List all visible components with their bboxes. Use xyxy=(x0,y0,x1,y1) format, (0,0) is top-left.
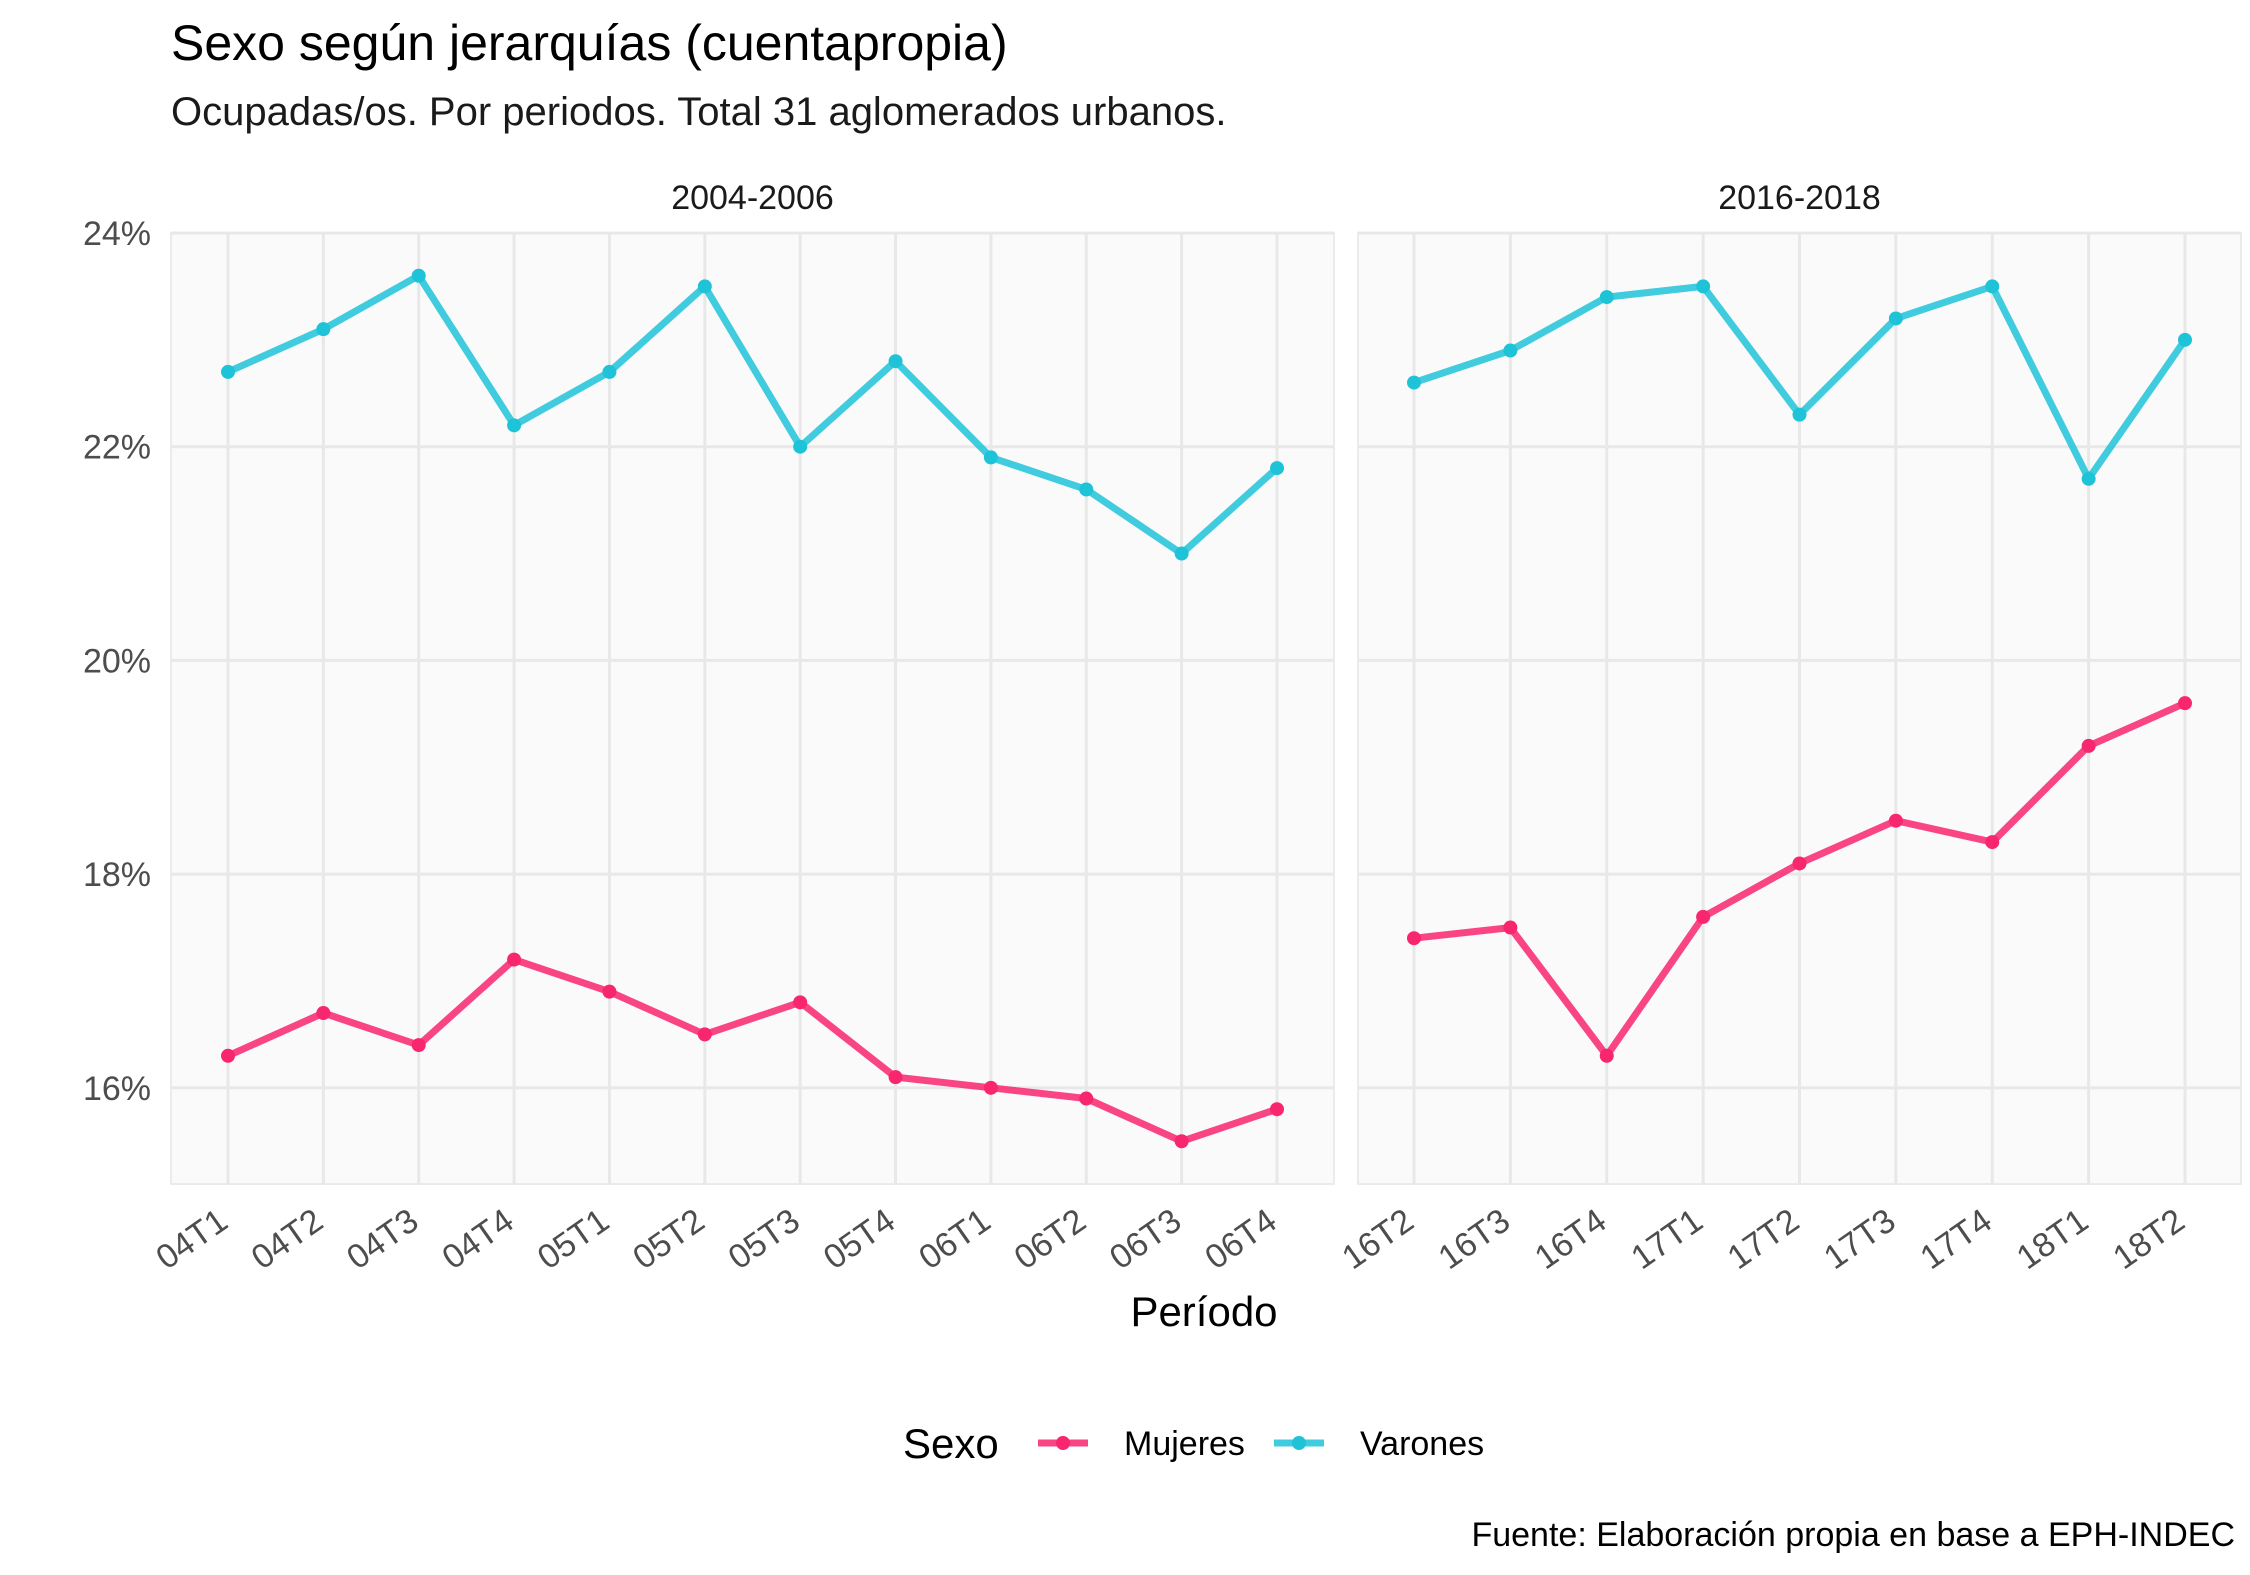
data-point-mujeres xyxy=(1270,1102,1284,1117)
data-point-varones xyxy=(697,279,712,294)
data-point-varones xyxy=(1888,311,1903,326)
data-point-mujeres xyxy=(1696,909,1711,924)
data-point-mujeres xyxy=(1792,856,1807,871)
x-tick-label: 18T2 xyxy=(2106,1201,2191,1277)
panel-2004-2006: 2004-2006 16% 18% 20% 22% 24% 04T1 04T2 04T3 04T4… xyxy=(83,179,1335,1277)
data-point-varones xyxy=(1503,343,1518,358)
data-point-mujeres xyxy=(1985,835,2000,850)
chart-title: Sexo según jerarquías (cuentapropia) xyxy=(171,15,1008,71)
x-tick-label: 04T2 xyxy=(245,1201,330,1277)
y-tick-label: 18% xyxy=(83,856,151,894)
x-tick-label: 16T4 xyxy=(1528,1201,1613,1277)
data-point-mujeres xyxy=(1888,813,1903,828)
data-point-varones xyxy=(1792,407,1807,422)
legend-key-point-mujeres xyxy=(1056,1436,1070,1450)
data-point-varones xyxy=(221,364,235,379)
data-point-mujeres xyxy=(1503,920,1518,935)
data-point-varones xyxy=(888,354,903,369)
data-point-mujeres xyxy=(983,1080,998,1095)
data-point-varones xyxy=(507,418,522,433)
x-tick-label: 05T3 xyxy=(721,1201,806,1277)
data-point-varones xyxy=(316,322,331,337)
legend: Sexo Mujeres Varones xyxy=(903,1420,1484,1467)
y-tick-label: 22% xyxy=(83,429,151,467)
data-point-mujeres xyxy=(316,1006,331,1021)
x-tick-label: 06T1 xyxy=(912,1201,997,1277)
panel-background xyxy=(170,232,1335,1185)
data-point-mujeres xyxy=(2178,696,2192,711)
legend-label-mujeres: Mujeres xyxy=(1124,1425,1245,1463)
chart-caption: Fuente: Elaboración propia en base a EPH… xyxy=(1471,1516,2235,1554)
legend-key-point-varones xyxy=(1292,1436,1306,1450)
chart-subtitle: Ocupadas/os. Por periodos. Total 31 aglo… xyxy=(171,90,1226,134)
x-tick-label: 06T3 xyxy=(1103,1201,1188,1277)
series-line-varones xyxy=(224,272,1281,558)
x-tick-label: 04T3 xyxy=(340,1201,425,1277)
facet-panels: 2004-2006 16% 18% 20% 22% 24% 04T1 04T2 04T3 04T4… xyxy=(83,179,2242,1277)
data-point-mujeres xyxy=(793,995,808,1010)
x-tick-label: 05T4 xyxy=(817,1201,902,1277)
data-point-varones xyxy=(1696,279,1711,294)
data-point-mujeres xyxy=(1407,931,1421,946)
data-point-mujeres xyxy=(2081,738,2096,753)
data-point-mujeres xyxy=(411,1038,426,1053)
y-tick-label: 24% xyxy=(83,215,151,253)
x-tick-label: 06T2 xyxy=(1008,1201,1093,1277)
x-tick-label: 05T1 xyxy=(531,1201,616,1277)
x-tick-label: 17T2 xyxy=(1721,1201,1806,1277)
data-point-varones xyxy=(1270,461,1284,476)
data-point-mujeres xyxy=(1174,1134,1189,1149)
x-tick-label: 17T1 xyxy=(1624,1201,1709,1277)
facet-strip-label: 2016-2018 xyxy=(1718,179,1881,217)
x-tick-label: 05T2 xyxy=(626,1201,711,1277)
data-point-varones xyxy=(1407,375,1421,390)
data-point-mujeres xyxy=(1079,1091,1094,1106)
series-line-mujeres xyxy=(224,956,1281,1145)
x-tick-label: 16T2 xyxy=(1335,1201,1420,1277)
legend-label-varones: Varones xyxy=(1360,1425,1484,1463)
x-tick-label: 04T4 xyxy=(435,1201,520,1277)
x-tick-label: 04T1 xyxy=(149,1201,234,1277)
data-point-varones xyxy=(1079,482,1094,497)
data-point-mujeres xyxy=(888,1070,903,1085)
x-tick-label: 17T3 xyxy=(1817,1201,1902,1277)
data-point-mujeres xyxy=(507,952,522,967)
data-point-varones xyxy=(793,439,808,454)
data-point-varones xyxy=(2178,332,2192,347)
data-point-mujeres xyxy=(697,1027,712,1042)
x-tick-label: 17T4 xyxy=(1914,1201,1999,1277)
data-point-varones xyxy=(983,450,998,465)
data-point-varones xyxy=(1599,290,1614,305)
y-tick-label: 16% xyxy=(83,1070,151,1108)
data-point-mujeres xyxy=(1599,1048,1614,1063)
legend-title: Sexo xyxy=(903,1420,999,1467)
x-axis-label: Período xyxy=(1130,1288,1277,1335)
x-tick-label: 16T3 xyxy=(1432,1201,1517,1277)
x-tick-label: 06T4 xyxy=(1198,1201,1283,1277)
data-point-mujeres xyxy=(221,1048,235,1063)
data-point-varones xyxy=(1174,546,1189,561)
y-tick-label: 20% xyxy=(83,642,151,680)
data-point-varones xyxy=(2081,471,2096,486)
x-tick-label: 18T1 xyxy=(2010,1201,2095,1277)
data-point-mujeres xyxy=(602,984,617,999)
data-point-varones xyxy=(1985,279,2000,294)
data-point-varones xyxy=(602,364,617,379)
facet-strip-label: 2004-2006 xyxy=(671,179,834,217)
data-point-varones xyxy=(411,268,426,283)
